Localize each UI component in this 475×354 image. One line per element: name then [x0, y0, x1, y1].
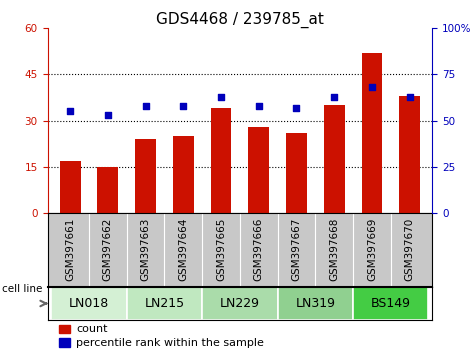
Text: GSM397666: GSM397666	[254, 218, 264, 281]
Bar	[173, 136, 194, 213]
Bar	[135, 139, 156, 213]
Bar	[353, 287, 428, 320]
Text: GSM397665: GSM397665	[216, 218, 226, 281]
Text: count: count	[76, 324, 108, 334]
Bar	[59, 338, 70, 347]
Point	[104, 112, 112, 118]
Text: LN215: LN215	[144, 297, 184, 310]
Text: cell line: cell line	[2, 284, 43, 293]
Bar	[60, 161, 80, 213]
Text: BS149: BS149	[371, 297, 411, 310]
Text: LN229: LN229	[220, 297, 260, 310]
Title: GDS4468 / 239785_at: GDS4468 / 239785_at	[156, 12, 324, 28]
Point	[180, 103, 187, 109]
Text: GSM397667: GSM397667	[292, 218, 302, 281]
Text: GSM397669: GSM397669	[367, 218, 377, 281]
Text: GSM397661: GSM397661	[65, 218, 75, 281]
Text: LN319: LN319	[295, 297, 335, 310]
Point	[255, 103, 263, 109]
Point	[217, 94, 225, 99]
Bar	[210, 108, 231, 213]
Point	[142, 103, 149, 109]
Text: LN018: LN018	[69, 297, 109, 310]
Point	[368, 85, 376, 90]
Point	[293, 105, 300, 110]
Text: GSM397670: GSM397670	[405, 218, 415, 281]
Bar	[399, 96, 420, 213]
Bar	[59, 325, 70, 333]
Text: GSM397662: GSM397662	[103, 218, 113, 281]
Bar	[51, 287, 127, 320]
Point	[66, 109, 74, 114]
Text: percentile rank within the sample: percentile rank within the sample	[76, 338, 264, 348]
Bar	[202, 287, 277, 320]
Bar	[248, 127, 269, 213]
Bar	[324, 105, 344, 213]
Point	[331, 94, 338, 99]
Bar	[361, 53, 382, 213]
Bar	[277, 287, 353, 320]
Text: GSM397663: GSM397663	[141, 218, 151, 281]
Text: GSM397668: GSM397668	[329, 218, 339, 281]
Text: GSM397664: GSM397664	[178, 218, 188, 281]
Point	[406, 94, 413, 99]
Bar	[127, 287, 202, 320]
Bar	[286, 133, 307, 213]
Bar	[97, 167, 118, 213]
